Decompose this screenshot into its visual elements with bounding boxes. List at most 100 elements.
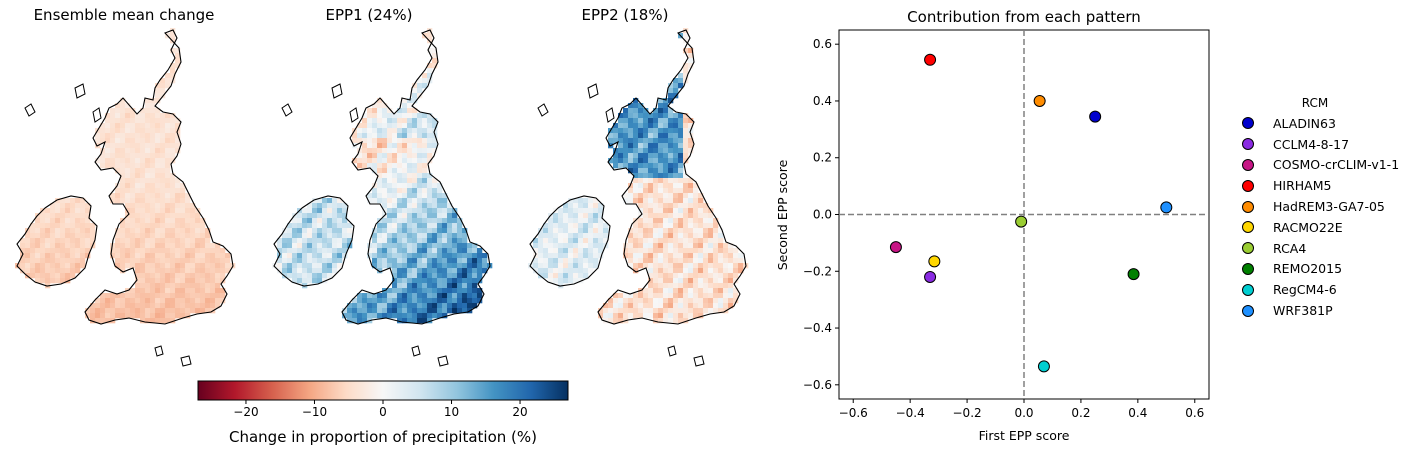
map-cell [452,283,458,289]
map-cell [195,243,201,249]
map-cell [120,148,126,154]
map-cell [282,248,288,254]
map-cell [633,118,639,124]
map-cell [618,298,624,304]
map-cell [648,238,654,244]
map-cell [195,293,201,299]
map-cell [568,238,574,244]
map-cell [437,198,443,204]
map-cell [643,243,649,249]
map-cell [673,238,679,244]
map-cell [150,103,156,109]
map-cell [638,243,644,249]
map-cell [643,168,649,174]
map-cell [628,138,634,144]
map-cell [673,318,679,324]
map-cell [402,163,408,169]
map-cell [120,228,126,234]
map-cell [733,278,739,284]
map-cell [703,283,709,289]
map-cell [718,288,724,294]
map-cell [150,168,156,174]
map-cell [170,178,176,184]
map-cell [673,188,679,194]
map-cell [150,173,156,179]
map-cell [638,223,644,229]
map-cell [135,163,141,169]
map-cell [115,123,121,129]
map-cell [422,278,428,284]
coastline-island [74,83,86,99]
map-cell [432,243,438,249]
map-cell [140,298,146,304]
map-cell [442,298,448,304]
colorbar: −20 −10 0 10 20 Change in proportion of prec… [197,380,569,446]
map-cell [658,153,664,159]
coastline-island [281,103,293,117]
map-cell [55,263,61,269]
map-cell [287,238,293,244]
map-cell [165,318,171,324]
map-cell [703,268,709,274]
map-cell [703,288,709,294]
map-cell [145,108,151,114]
map-cell [397,118,403,124]
map-cell [407,203,413,209]
map-cell [628,128,634,134]
map-cell [733,288,739,294]
map-cell [170,233,176,239]
map-cell [553,238,559,244]
map-cell [643,233,649,239]
map-cell [412,128,418,134]
map-cell [367,253,373,259]
map-cell [170,208,176,214]
map-cell [150,198,156,204]
map-cell [297,223,303,229]
map-cell [367,153,373,159]
map-cell [643,298,649,304]
map-cell [678,248,684,254]
map-cell [658,298,664,304]
map-cell [377,313,383,319]
map-cell [377,148,383,154]
map-cell [342,253,348,259]
map-cell [180,248,186,254]
map-cell [332,253,338,259]
map-cell [160,293,166,299]
map-cell [175,248,181,254]
map-cell [387,303,393,309]
map-cell [407,128,413,134]
map-cell [678,178,684,184]
map-cell [125,123,131,129]
map-cell [688,118,694,124]
map-cell [175,273,181,279]
map-cell [130,223,136,229]
map-cell [437,268,443,274]
map-cell [110,128,116,134]
map-cell [643,158,649,164]
map-cell [397,188,403,194]
map-cell [563,233,569,239]
map-cell [160,228,166,234]
map-cell [427,48,433,54]
map-cell [130,183,136,189]
map-cell [287,248,293,254]
map-cell [678,223,684,229]
map-cell [668,198,674,204]
map-cell [135,273,141,279]
map-cell [678,73,684,79]
map-cell [688,228,694,234]
map-cell [332,258,338,264]
map-cell [140,168,146,174]
map-cell [678,118,684,124]
map-cell [382,128,388,134]
map-cell [673,158,679,164]
map-cell [130,293,136,299]
map-cell [140,173,146,179]
coastline-island [331,83,343,99]
map-cell [653,208,659,214]
map-cell [678,313,684,319]
map-cell [653,138,659,144]
map-cell [673,193,679,199]
map-cell [738,263,744,269]
